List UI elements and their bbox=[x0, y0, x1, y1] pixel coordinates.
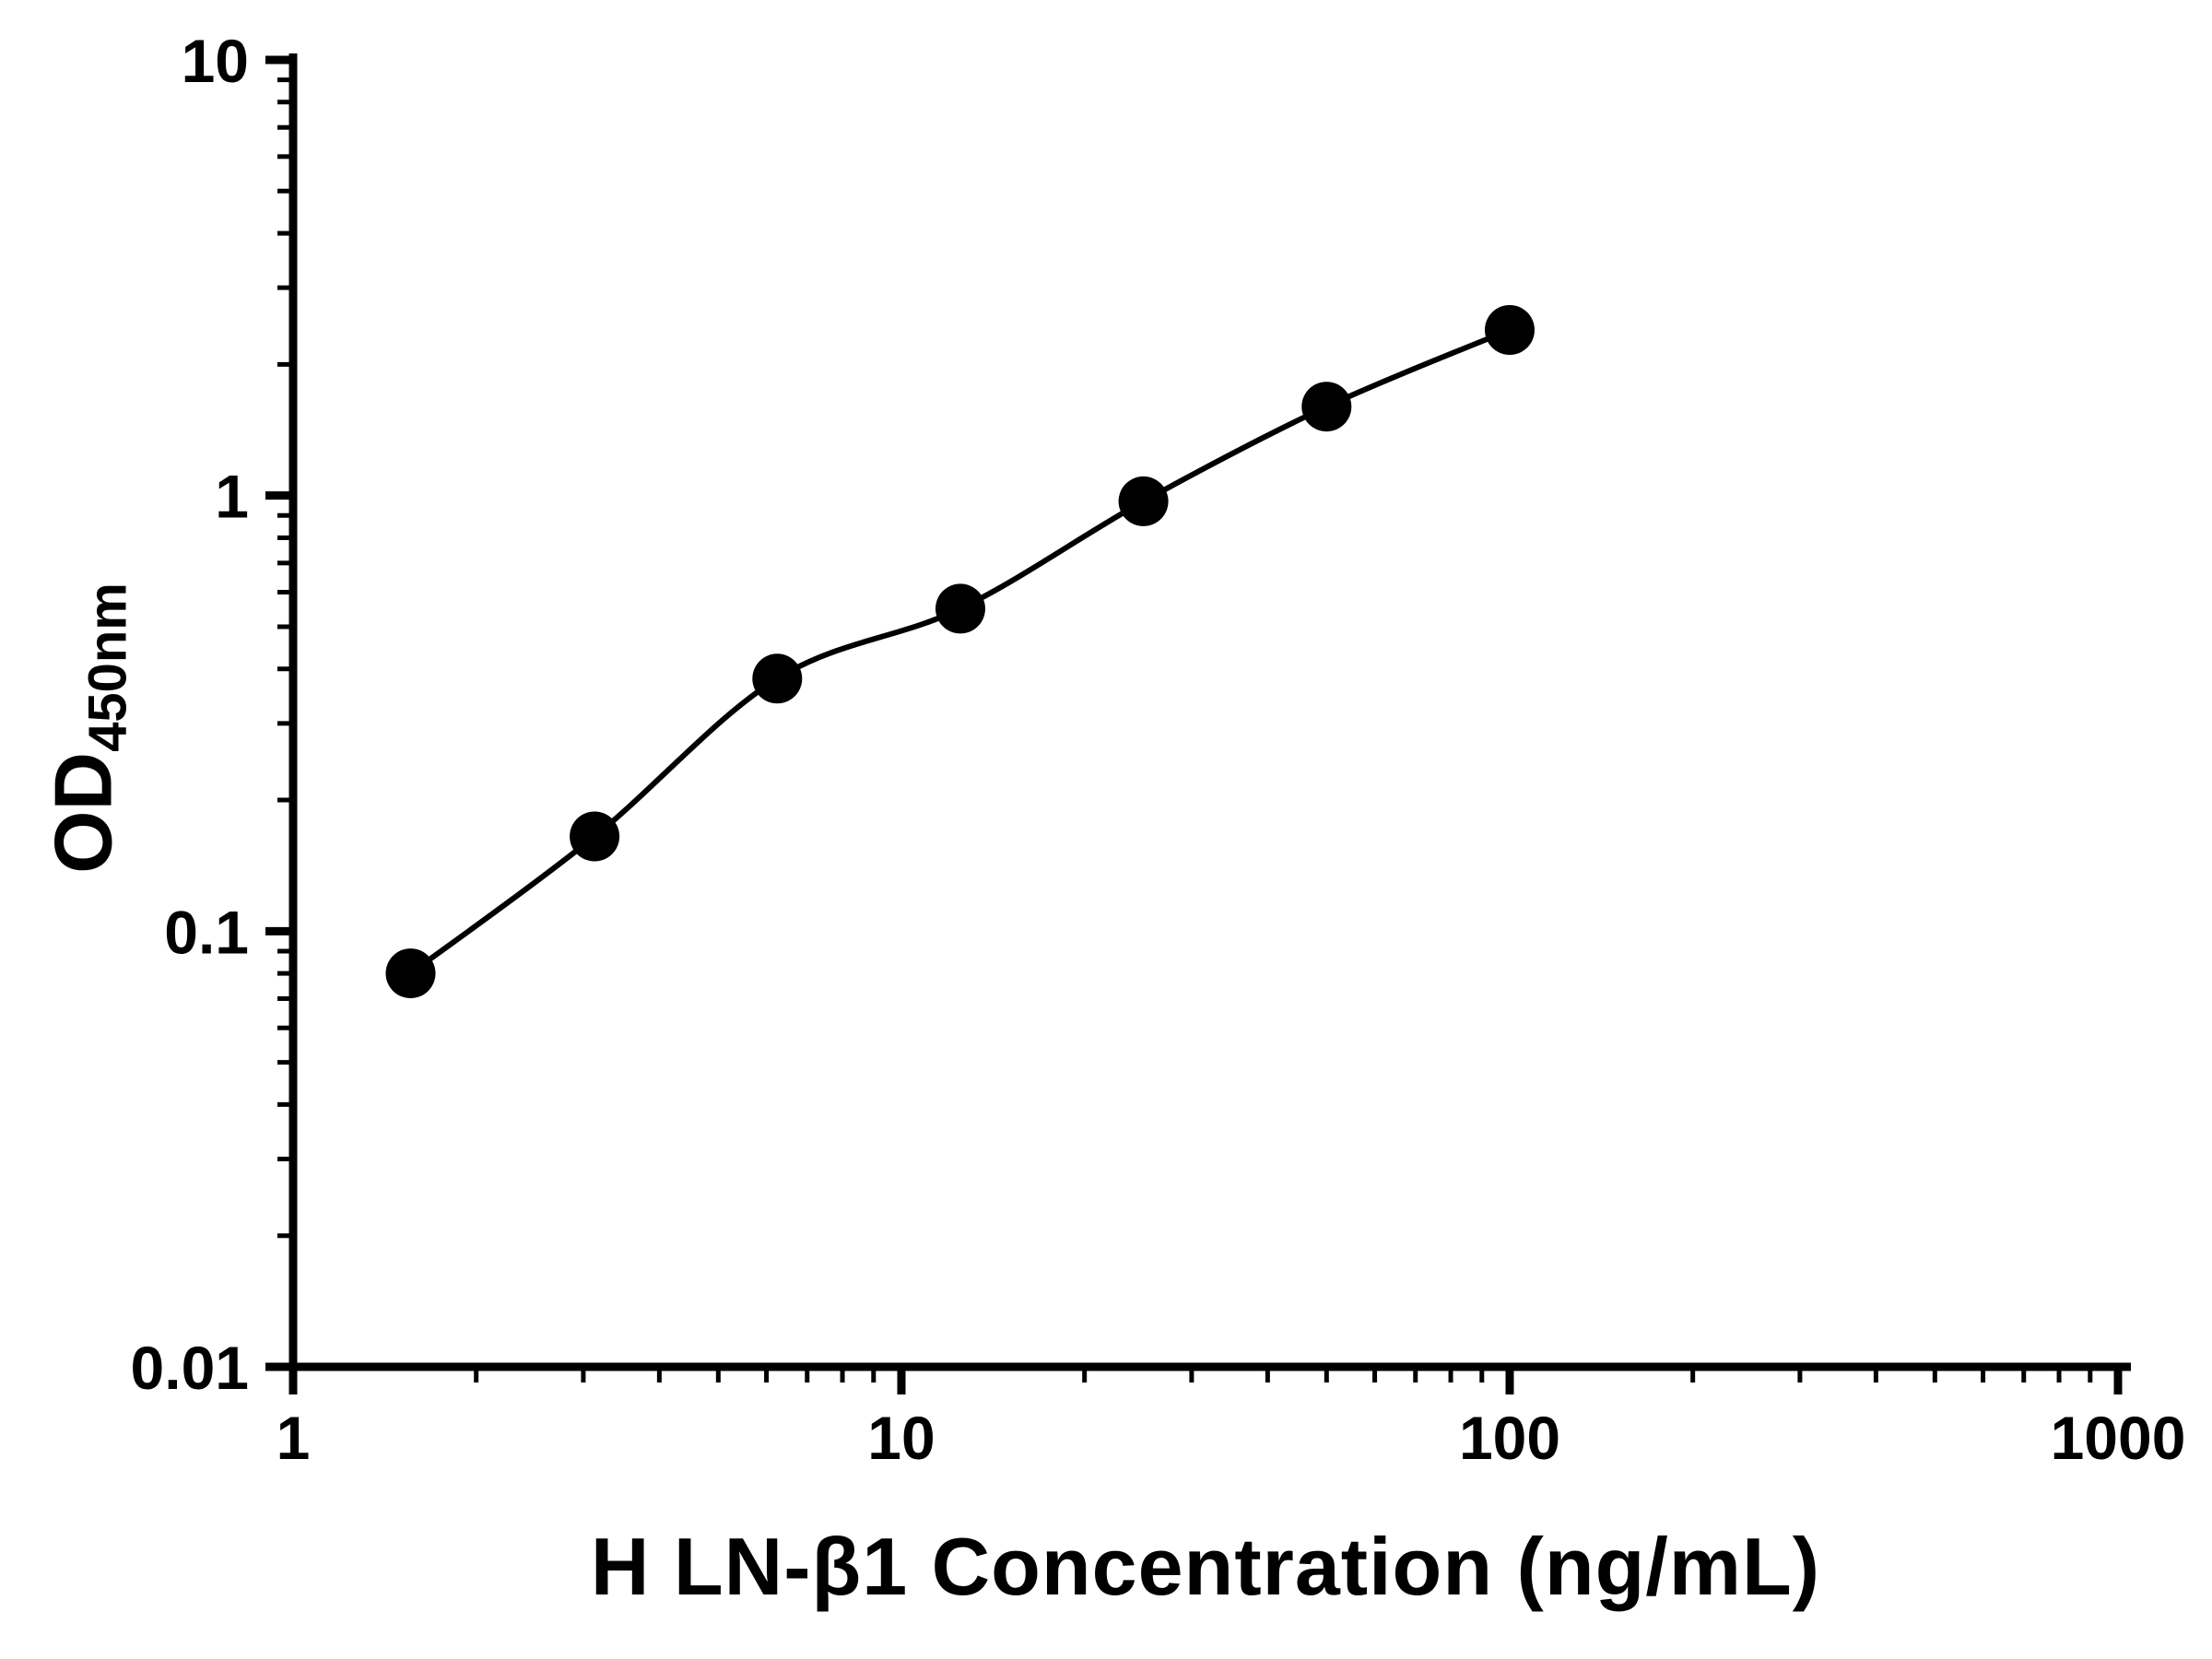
y-tick-label: 10 bbox=[182, 27, 249, 95]
y-tick-label: 0.1 bbox=[164, 898, 249, 966]
data-point-marker bbox=[385, 948, 436, 999]
fit-curve bbox=[408, 327, 1512, 976]
data-point-marker bbox=[570, 811, 620, 862]
y-axis-title: OD450nm bbox=[37, 582, 139, 874]
data-point-marker bbox=[935, 583, 985, 634]
y-tick-label: 1 bbox=[215, 463, 249, 531]
x-tick-label: 10 bbox=[867, 1404, 935, 1472]
x-tick-label: 1 bbox=[276, 1404, 311, 1472]
x-axis-title: H LN-β1 Concentration (ng/mL) bbox=[591, 1520, 1820, 1614]
data-point-marker bbox=[1485, 305, 1535, 355]
x-tick-label: 100 bbox=[1459, 1404, 1560, 1472]
x-axis-title-text: H LN-β1 Concentration (ng/mL) bbox=[590, 1521, 1821, 1612]
axes bbox=[288, 53, 2131, 1371]
data-point-marker bbox=[1301, 382, 1352, 432]
y-tick-label: 0.01 bbox=[131, 1334, 249, 1402]
y-axis-title-base: OD bbox=[37, 751, 129, 874]
data-point-marker bbox=[1118, 476, 1169, 526]
x-tick-label: 1000 bbox=[2051, 1404, 2186, 1472]
y-axis-title-subscript: 450nm bbox=[77, 582, 138, 752]
data-point-marker bbox=[752, 653, 803, 704]
